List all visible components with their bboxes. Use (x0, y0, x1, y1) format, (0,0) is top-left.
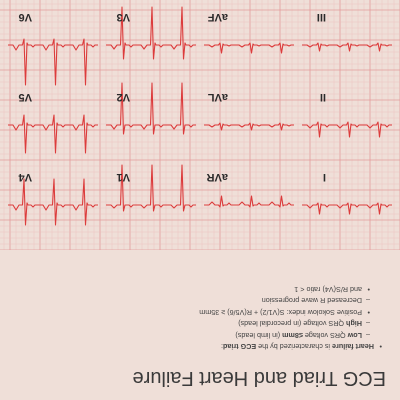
bullet-marker: – (366, 330, 370, 340)
ecg-trace-ii (302, 121, 392, 138)
bullet-text: and R/S(V4) ratio < 1 (294, 284, 362, 294)
lead-label: III (316, 11, 326, 23)
lead-label: V4 (18, 171, 32, 183)
bullet-text: (in limb leads) (235, 330, 283, 340)
bullet-marker: – (366, 296, 370, 306)
lead-label: aVL (207, 91, 228, 103)
ecg-trace-v6 (8, 38, 98, 86)
ecg-trace-v2 (106, 82, 196, 135)
bullet-text: QRS voltage (302, 330, 348, 340)
bullet-marker: – (366, 319, 370, 329)
slide-title: ECG Triad and Heart Failure (132, 367, 386, 389)
ecg-trace-v5 (8, 114, 98, 154)
lead-label: V3 (116, 11, 130, 23)
bullet-line: –High QRS voltage (in precordial leads) (14, 318, 384, 329)
lead-label: V2 (116, 91, 130, 103)
lead-label: V1 (116, 171, 130, 183)
bullet-line: –Decreased R wave progression (14, 295, 384, 306)
ecg-trace-avl (204, 122, 294, 131)
lead-label: II (319, 91, 326, 103)
lead-label: aVR (206, 171, 228, 183)
ecg-trace-i (302, 202, 392, 215)
lead-label: aVF (207, 11, 228, 23)
ecg-trace-v1 (106, 164, 196, 212)
bullet-text: Heart failure (332, 342, 374, 351)
bullet-text: ≤8mm (282, 330, 303, 340)
bullet-text: Low (347, 330, 362, 340)
bullet-line: • Positive Sokolow index: S(V1/2) + R(V5/… (14, 306, 384, 317)
bullet-marker: • (367, 284, 370, 294)
bullet-text: is characterized by the (256, 342, 333, 351)
lead-label: V6 (18, 11, 32, 23)
bullet-text: : (220, 342, 223, 351)
lead-label: I (322, 171, 326, 183)
bullet-text: Positive Sokolow index: S(V1/2) + R(V5/6… (199, 307, 362, 317)
bullet-marker: • (379, 342, 382, 351)
bullet-line: –Low QRS voltage ≤8mm (in limb leads) (14, 329, 384, 340)
bullet-text: High (346, 319, 362, 329)
bullet-text: Decreased R wave progression (261, 296, 362, 306)
ecg-trace-iii (302, 42, 392, 52)
bullet-marker: • (367, 307, 370, 317)
bullet-list: • Heart failure is characterized by the E… (14, 284, 384, 352)
ecg-trace-avf (204, 42, 294, 54)
ecg-trace-avr (204, 195, 294, 208)
bullet-text: ECG triad (222, 342, 257, 351)
ecg-trace-v4 (8, 178, 98, 226)
bullet-text: QRS voltage (in precordial leads) (238, 319, 347, 329)
bullet-line: • and R/S(V4) ratio < 1 (14, 284, 384, 295)
lead-label: V5 (18, 91, 32, 103)
ecg-trace-v3 (106, 6, 196, 60)
ecg-tracing (0, 0, 400, 250)
bullet-line: • Heart failure is characterized by the E… (14, 341, 384, 352)
